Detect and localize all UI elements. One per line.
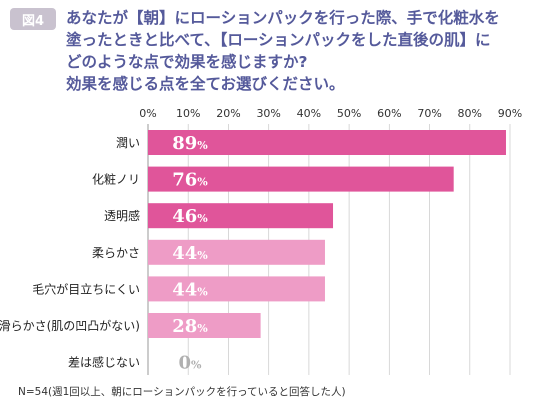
question-text: あなたが【朝】にローションパックを行った際、手で化粧水を 塗ったときと比べて、【…	[66, 7, 528, 95]
value-number: 28	[172, 316, 197, 337]
category-label: 柔らかさ	[92, 246, 140, 260]
value-unit: %	[197, 139, 208, 152]
value-label: 44%	[172, 279, 208, 300]
x-tick-label: 80%	[458, 107, 482, 120]
bar-chart: 0% 10% 20% 30% 40% 50% 60% 70% 80% 90% 潤い 89% 化粧ノリ 76…	[0, 107, 522, 375]
value-unit: %	[197, 285, 208, 298]
category-label: 潤い	[116, 136, 140, 150]
bar	[148, 130, 506, 155]
value-number: 76	[172, 170, 197, 191]
value-number: 89	[172, 133, 197, 154]
bar	[148, 313, 261, 338]
question-line-2: 塗ったときと比べて、【ローションパックをした直後の肌】に	[66, 31, 491, 49]
category-label: 差は感じない	[68, 355, 140, 370]
category-label: 透明感	[104, 208, 140, 223]
x-tick-label: 70%	[417, 107, 441, 120]
value-unit: %	[197, 249, 208, 262]
value-number: 0	[179, 353, 192, 374]
value-label: 44%	[172, 243, 208, 264]
value-label: 0%	[179, 353, 203, 374]
bar	[148, 239, 325, 265]
bar	[148, 276, 325, 302]
question-line-3: どのような点で効果を感じますか?	[66, 53, 308, 71]
value-unit: %	[197, 212, 208, 225]
value-unit: %	[197, 176, 208, 189]
x-tick-label: 60%	[377, 107, 401, 120]
value-unit: %	[191, 359, 202, 372]
x-tick-label: 90%	[498, 107, 522, 120]
x-tick-label: 30%	[256, 107, 280, 120]
x-tick-label: 40%	[297, 107, 321, 120]
value-number: 46	[172, 206, 197, 227]
value-label: 28%	[172, 316, 208, 337]
value-label: 76%	[172, 170, 208, 191]
value-number: 44	[172, 243, 197, 264]
category-label: 毛穴が目立ちにくい	[32, 281, 140, 296]
value-number: 44	[172, 279, 197, 300]
bar	[148, 166, 454, 192]
value-unit: %	[197, 322, 208, 335]
x-tick-label: 10%	[176, 107, 200, 120]
x-tick-label: 50%	[337, 107, 361, 120]
category-label: 化粧ノリ	[92, 173, 140, 187]
x-tick-label: 0%	[139, 107, 156, 120]
bar	[148, 203, 334, 229]
question-line-4: 効果を感じる点を全てお選びください。	[66, 75, 345, 93]
question-line-1: あなたが【朝】にローションパックを行った際、手で化粧水を	[66, 9, 500, 27]
category-label: 滑らかさ(肌の凹凸がない)	[0, 318, 140, 333]
value-label: 46%	[172, 206, 208, 227]
figure-badge: 図4	[10, 8, 56, 30]
x-tick-label: 20%	[216, 107, 240, 120]
value-label: 89%	[172, 133, 208, 154]
footnote: N=54(週1回以上、朝にローションパックを行っていると回答した人)	[18, 386, 346, 398]
